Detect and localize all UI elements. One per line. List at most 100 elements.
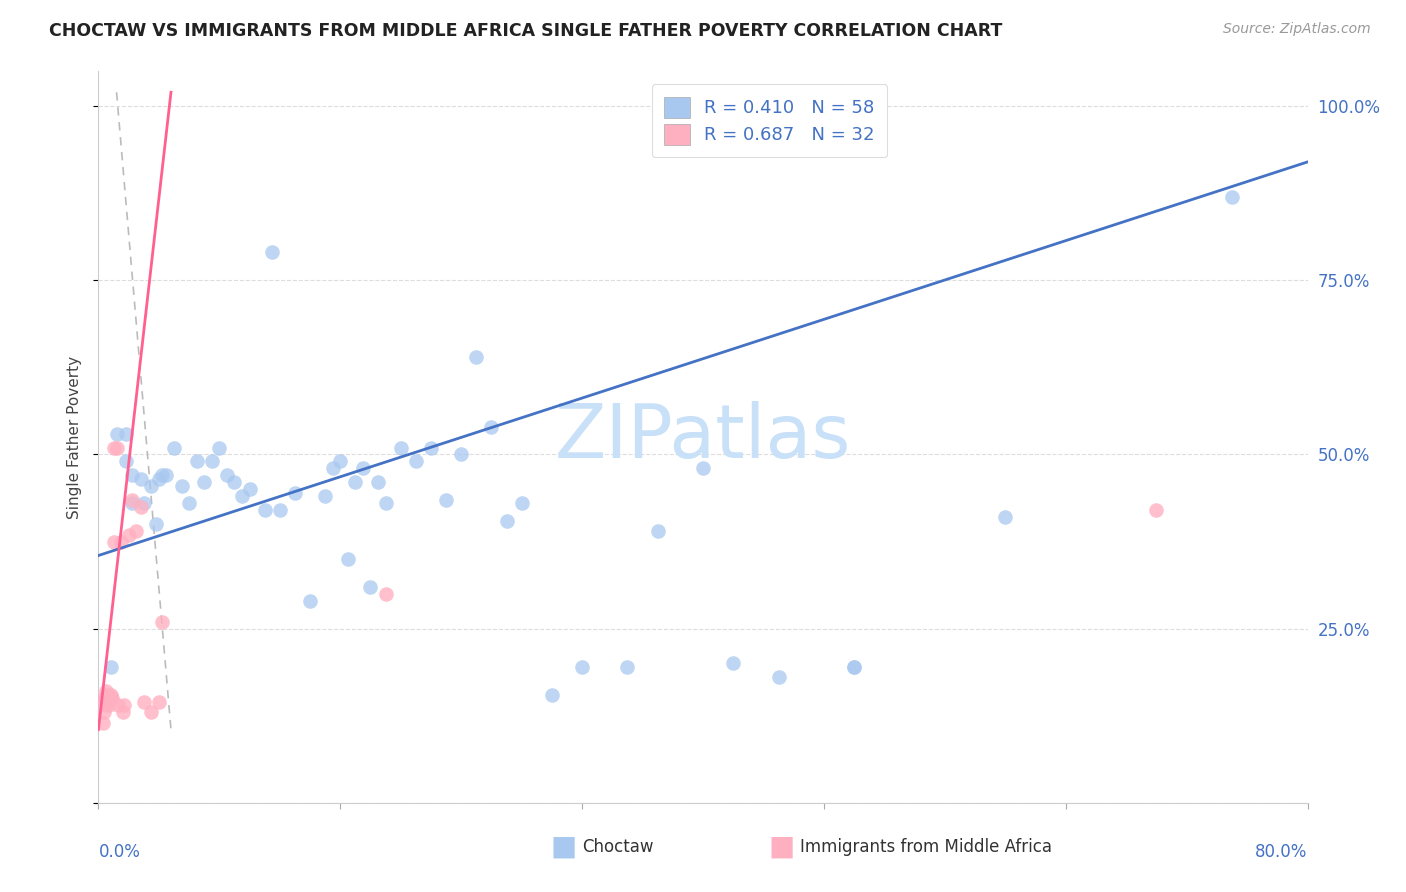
Point (121, 468, 143, 483)
Point (692, 461, 714, 475)
Point (193, 475, 215, 490)
Point (1220, 190, 1243, 204)
Point (145, 517, 167, 532)
Point (284, 485, 307, 500)
Point (224, 475, 246, 490)
Point (141, 705, 163, 719)
Point (481, 419, 503, 434)
Point (93, 695, 115, 709)
Point (540, 688, 562, 702)
Point (170, 479, 193, 493)
Point (93, 691, 115, 706)
Text: ZIPatlas: ZIPatlas (555, 401, 851, 474)
Point (495, 514, 517, 528)
Point (616, 660, 638, 674)
Point (239, 483, 262, 497)
Point (179, 496, 201, 510)
Point (105, 441, 128, 455)
Point (322, 461, 344, 475)
Point (269, 503, 291, 517)
Point (111, 705, 134, 719)
Text: ■: ■ (551, 833, 576, 861)
Point (98, 688, 121, 702)
Point (112, 698, 135, 713)
Point (352, 461, 374, 475)
Point (336, 552, 359, 566)
Point (132, 695, 155, 709)
Point (208, 441, 231, 455)
Text: 80.0%: 80.0% (1256, 843, 1308, 861)
Point (100, 688, 122, 702)
Point (94, 691, 117, 706)
Point (201, 454, 224, 468)
Point (647, 524, 669, 538)
Point (253, 503, 276, 517)
Point (344, 475, 367, 490)
Point (405, 454, 427, 468)
Point (94, 698, 117, 713)
Point (141, 479, 163, 493)
Point (1144, 503, 1167, 517)
Point (571, 660, 593, 674)
Point (367, 475, 389, 490)
Point (91, 715, 114, 730)
Point (96, 695, 118, 709)
Point (360, 580, 382, 594)
Point (103, 441, 125, 455)
Point (163, 441, 186, 455)
Legend: R = 0.410   N = 58, R = 0.687   N = 32: R = 0.410 N = 58, R = 0.687 N = 32 (652, 84, 887, 157)
Point (215, 468, 238, 483)
Point (101, 691, 124, 706)
Text: CHOCTAW VS IMMIGRANTS FROM MIDDLE AFRICA SINGLE FATHER POVERTY CORRELATION CHART: CHOCTAW VS IMMIGRANTS FROM MIDDLE AFRICA… (49, 22, 1002, 40)
Text: Immigrants from Middle Africa: Immigrants from Middle Africa (800, 838, 1052, 855)
Point (465, 350, 488, 364)
Text: ■: ■ (769, 833, 794, 861)
Point (96, 688, 118, 702)
Point (148, 472, 170, 486)
Point (155, 468, 177, 483)
Point (262, 245, 284, 260)
Point (114, 426, 136, 441)
Point (100, 660, 122, 674)
Text: Choctaw: Choctaw (582, 838, 654, 855)
Point (132, 496, 155, 510)
Point (723, 657, 745, 671)
Point (186, 454, 208, 468)
Point (129, 500, 152, 514)
Point (768, 670, 790, 684)
Point (374, 496, 396, 510)
Point (148, 695, 170, 709)
Point (329, 454, 352, 468)
Point (121, 496, 143, 510)
Point (103, 534, 125, 549)
Point (129, 472, 152, 486)
Point (100, 691, 122, 706)
Point (844, 660, 866, 674)
Point (94, 684, 117, 698)
Text: 0.0%: 0.0% (98, 843, 141, 861)
Point (121, 492, 143, 507)
Point (374, 587, 396, 601)
Point (150, 468, 173, 483)
Point (125, 524, 148, 538)
Point (994, 510, 1017, 524)
Point (114, 454, 136, 468)
Point (110, 534, 132, 549)
Point (94, 691, 117, 706)
Point (299, 594, 322, 608)
Point (118, 527, 141, 541)
Point (98, 698, 121, 713)
Point (107, 698, 129, 713)
Point (150, 615, 173, 629)
Point (420, 441, 443, 455)
Point (844, 660, 866, 674)
Point (434, 492, 457, 507)
Point (105, 426, 128, 441)
Point (450, 448, 472, 462)
Point (314, 489, 336, 503)
Point (389, 441, 412, 455)
Point (231, 489, 253, 503)
Point (93, 705, 115, 719)
Point (510, 496, 533, 510)
Y-axis label: Single Father Poverty: Single Father Poverty (67, 356, 83, 518)
